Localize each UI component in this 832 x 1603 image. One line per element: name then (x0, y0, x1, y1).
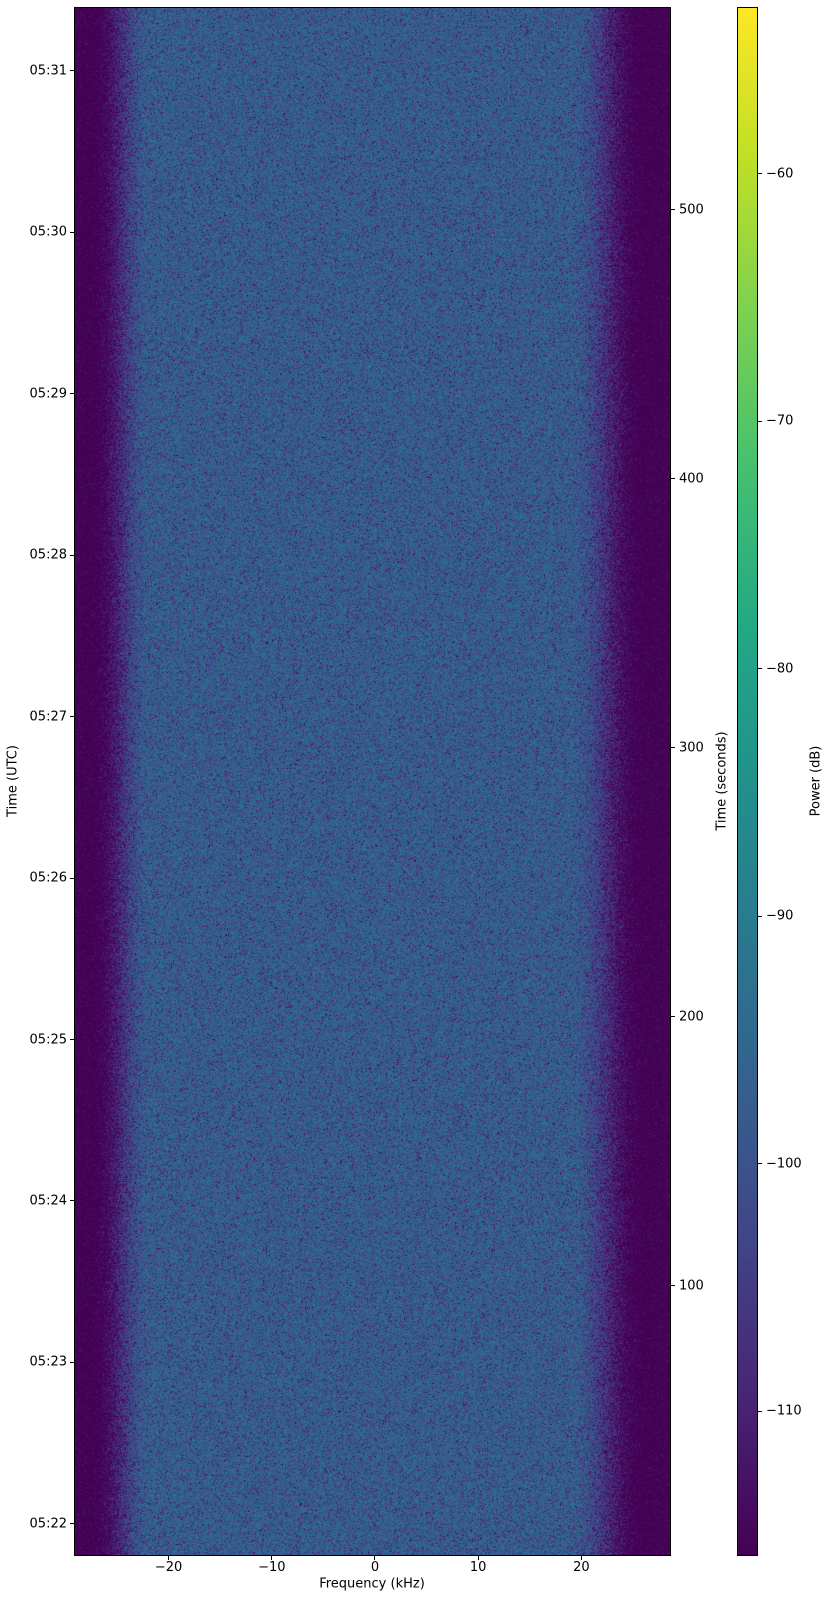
y-axis-label-utc: Time (UTC) (5, 745, 21, 817)
y-tick-mark-utc (70, 877, 74, 879)
y-tick-label-utc: 05:24 (29, 1193, 67, 1209)
y-tick-mark-seconds (671, 478, 675, 480)
colorbar-tick-label: −60 (766, 166, 794, 182)
y-tick-mark-utc (70, 1361, 74, 1363)
y-tick-mark-utc (70, 1039, 74, 1040)
y-tick-mark-seconds (671, 209, 675, 211)
colorbar (737, 7, 758, 1556)
colorbar-tick-label: −90 (766, 908, 794, 924)
x-tick-mark (271, 1556, 273, 1560)
colorbar-label: Power (dB) (808, 745, 824, 817)
y-axis-label-seconds: Time (seconds) (714, 731, 730, 831)
y-tick-label-seconds: 400 (679, 471, 704, 487)
y-tick-mark-utc (70, 70, 74, 72)
y-tick-mark-utc (70, 393, 74, 395)
colorbar-tick-mark (758, 173, 762, 175)
y-tick-label-utc: 05:26 (29, 870, 67, 886)
x-tick-mark (580, 1556, 582, 1560)
y-tick-mark-utc (70, 554, 74, 556)
y-tick-label-utc: 05:27 (29, 709, 67, 725)
x-tick-mark (477, 1556, 479, 1560)
x-tick-label: 0 (370, 1560, 380, 1575)
y-tick-label-seconds: 500 (679, 202, 704, 218)
y-tick-mark-utc (70, 1523, 74, 1525)
y-tick-label-utc: 05:22 (29, 1516, 67, 1532)
colorbar-tick-mark (758, 1410, 762, 1412)
y-tick-label-seconds: 300 (679, 740, 704, 756)
y-tick-label-utc: 05:28 (29, 547, 67, 563)
y-tick-mark-seconds (671, 1285, 675, 1287)
colorbar-tick-label: −70 (766, 413, 794, 429)
x-axis-label: Frequency (kHz) (319, 1576, 425, 1592)
y-tick-label-seconds: 200 (679, 1009, 704, 1025)
x-tick-mark (168, 1556, 170, 1560)
y-tick-mark-utc (70, 231, 74, 233)
x-tick-label: 20 (573, 1560, 590, 1575)
x-tick-label: −20 (154, 1560, 183, 1575)
y-tick-mark-utc (70, 1200, 74, 1202)
x-tick-label: 10 (469, 1560, 487, 1575)
x-tick-mark (374, 1556, 376, 1560)
colorbar-tick-mark (758, 420, 762, 422)
colorbar-tick-mark (758, 668, 762, 670)
y-tick-mark-seconds (671, 747, 675, 749)
y-tick-mark-utc (70, 716, 74, 718)
y-tick-mark-seconds (671, 1016, 675, 1018)
x-tick-label: −10 (258, 1560, 286, 1575)
y-tick-label-utc: 05:31 (29, 63, 67, 79)
y-tick-label-utc: 05:23 (29, 1354, 67, 1370)
colorbar-tick-label: −80 (766, 661, 794, 677)
colorbar-tick-label: −100 (766, 1156, 802, 1172)
colorbar-tick-mark (758, 1163, 762, 1165)
plot-area (74, 7, 671, 1556)
colorbar-tick-label: −110 (766, 1403, 802, 1419)
colorbar-tick-mark (758, 915, 762, 917)
spectrogram-image (75, 8, 670, 1555)
y-tick-label-utc: 05:30 (29, 224, 67, 240)
y-tick-label-seconds: 100 (679, 1278, 704, 1294)
colorbar-gradient (738, 8, 757, 1555)
y-tick-label-utc: 05:25 (29, 1032, 67, 1047)
y-tick-label-utc: 05:29 (29, 386, 67, 402)
